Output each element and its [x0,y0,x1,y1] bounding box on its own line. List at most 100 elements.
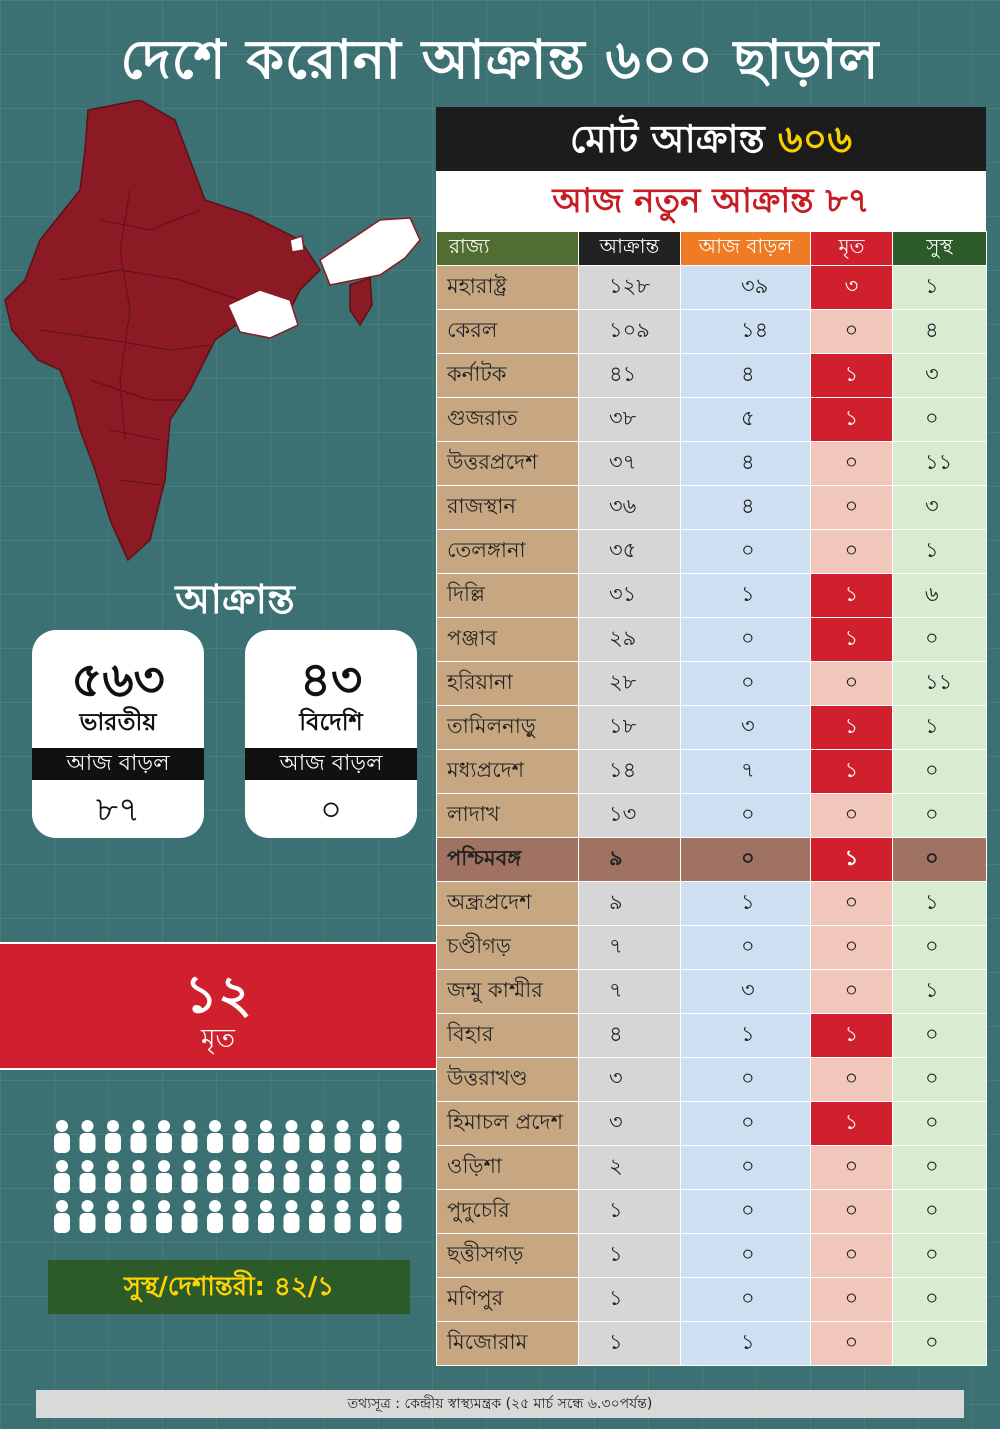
person-icon [54,1120,70,1153]
affected-count: ৪ [578,1013,681,1058]
affected-count: ৯ [578,837,681,882]
person-icon [309,1160,325,1193]
new-cases-today: আজ নতুন আক্রান্ত ৮৭ [436,171,986,231]
state-name: দিল্লি [436,573,579,618]
india-map-sikkim [289,235,305,253]
foreign-cases-label: বিদেশি [299,708,363,736]
increase-count: ০ [680,1101,811,1146]
person-icon [181,1160,198,1193]
person-icon [130,1200,147,1233]
state-name: উত্তরপ্রদেশ [436,441,579,486]
death-count: ০ [810,441,893,486]
state-name: রাজস্থান [436,485,579,530]
state-name: মিজোরাম [436,1321,579,1366]
header-increase: আজ বাড়ল [680,231,811,266]
total-cases-label: মোট আক্রান্ত [569,117,765,161]
death-count: ০ [810,1233,893,1278]
table-row: রাজস্থান ৩৬ ৪ ০ ৩ [436,485,987,530]
foreign-cases-number: ৪৩ [299,652,363,708]
india-map [4,100,421,562]
india-map-affected-region [4,100,321,562]
state-name: হিমাচল প্রদেশ [436,1101,579,1146]
increase-count: ১ [680,881,811,926]
increase-count: ১ [680,1321,811,1366]
state-name: পঞ্জাব [436,617,579,662]
state-table-body: মহারাষ্ট্র ১২৮ ৩৯ ৩ ১ কেরল ১০৯ ১৪ ০ ৪ কর্নাটক ৪১ ৪ ১ ৩… [436,265,987,1366]
table-row: ছত্তীসগড় ১ ০ ০ ০ [436,1233,987,1278]
death-count: ০ [810,1057,893,1102]
state-table: রাজ্য আক্রান্ত আজ বাড়ল মৃত সুস্থ মহারাষ… [436,231,987,1366]
person-icon [385,1200,402,1233]
death-count: ০ [810,1189,893,1234]
person-icon [181,1200,198,1233]
recovered-count: ০ [892,1189,987,1234]
increase-count: ০ [680,837,811,882]
table-row: মহারাষ্ট্র ১২৮ ৩৯ ৩ ১ [436,265,987,310]
total-cases-header: মোট আক্রান্ত ৬০৬ [436,107,986,171]
affected-count: ৩১ [578,573,681,618]
affected-count: ৩ [578,1101,681,1146]
person-icon [258,1160,274,1193]
person-icon [79,1120,96,1153]
death-count: ০ [810,1145,893,1190]
recovered-count: ৩ [892,353,987,398]
increase-count: ০ [680,661,811,706]
increase-count: ৩ [680,969,811,1014]
recovered-count: ০ [892,1101,987,1146]
state-name: মহারাষ্ট্র [436,265,579,310]
death-count: ০ [810,309,893,354]
india-map-northeast [319,217,421,286]
recovered-count: ১ [892,881,987,926]
person-icon [334,1160,351,1193]
person-icon [309,1200,325,1233]
recovered-count: ০ [892,837,987,882]
person-icon [181,1120,198,1153]
state-name: বিহার [436,1013,579,1058]
person-icon [54,1160,70,1193]
affected-count: ১২৮ [578,265,681,310]
increase-count: ৩৯ [680,265,811,310]
person-icon [156,1160,172,1193]
affected-count: ৯ [578,881,681,926]
indian-cases-number: ৫৬৩ [71,652,165,708]
person-icon [207,1160,223,1193]
affected-count: ১ [578,1189,681,1234]
person-icon [207,1120,223,1153]
indian-cases-card: ৫৬৩ ভারতীয় আজ বাড়ল ৮৭ [32,630,204,838]
recovered-count: ৬ [892,573,987,618]
recovered-count: ০ [892,749,987,794]
increase-count: ০ [680,1233,811,1278]
table-row: তেলঙ্গানা ৩৫ ০ ০ ১ [436,529,987,574]
affected-count: ১৩ [578,793,681,838]
table-row: হরিয়ানা ২৮ ০ ০ ১১ [436,661,987,706]
state-name: পুদুচেরি [436,1189,579,1234]
death-count: ০ [810,1321,893,1366]
person-icon [156,1200,172,1233]
affected-count: ২৮ [578,661,681,706]
state-name: অন্ধ্রপ্রদেশ [436,881,579,926]
person-icon [130,1160,147,1193]
affected-count: ৭ [578,925,681,970]
recovered-label: সুস্থ/দেশান্তরী: ৪২/১ [48,1260,410,1314]
table-row: মণিপুর ১ ০ ০ ০ [436,1277,987,1322]
recovered-people-icons [54,1120,402,1233]
recovered-count: ৪ [892,309,987,354]
recovered-count: ০ [892,1233,987,1278]
state-name: জম্মু কাশ্মীর [436,969,579,1014]
affected-count: ১০৯ [578,309,681,354]
recovered-count: ০ [892,617,987,662]
increase-count: ৩ [680,705,811,750]
indian-increase-value: ৮৭ [95,790,141,830]
table-row: পঞ্জাব ২৯ ০ ১ ০ [436,617,987,662]
affected-count: ১৮ [578,705,681,750]
table-row: জম্মু কাশ্মীর ৭ ৩ ০ ১ [436,969,987,1014]
person-icon [360,1200,376,1233]
person-icon [130,1120,147,1153]
death-count: ১ [810,837,893,882]
table-row: কর্নাটক ৪১ ৪ ১ ৩ [436,353,987,398]
table-row: ওড়িশা ২ ০ ০ ০ [436,1145,987,1190]
death-count: ০ [810,1277,893,1322]
person-icon [232,1120,249,1153]
affected-count: ১ [578,1233,681,1278]
table-row: পুদুচেরি ১ ০ ০ ০ [436,1189,987,1234]
